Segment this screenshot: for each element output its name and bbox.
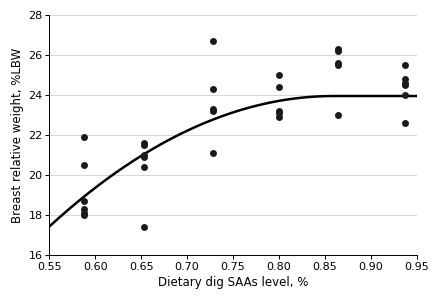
Point — [209, 151, 216, 155]
Point — [140, 164, 147, 169]
Point — [81, 163, 88, 167]
Point — [81, 206, 88, 211]
Point — [334, 112, 341, 117]
Point — [140, 152, 147, 157]
Y-axis label: Breast relative weight, %LBW: Breast relative weight, %LBW — [11, 47, 24, 223]
Point — [275, 115, 282, 119]
Point — [209, 109, 216, 113]
Point — [81, 210, 88, 215]
Point — [81, 199, 88, 203]
Point — [401, 93, 408, 98]
Point — [401, 81, 408, 85]
Point — [209, 39, 216, 44]
Point — [81, 134, 88, 139]
Point — [275, 73, 282, 77]
X-axis label: Dietary dig SAAs level, %: Dietary dig SAAs level, % — [158, 276, 308, 289]
Point — [140, 142, 147, 147]
Point — [401, 63, 408, 68]
Point — [275, 109, 282, 113]
Point — [209, 106, 216, 111]
Point — [401, 76, 408, 81]
Point — [275, 111, 282, 116]
Point — [401, 82, 408, 87]
Point — [209, 87, 216, 92]
Point — [140, 140, 147, 145]
Point — [334, 61, 341, 65]
Point — [140, 224, 147, 229]
Point — [401, 121, 408, 125]
Point — [140, 154, 147, 159]
Point — [275, 85, 282, 89]
Point — [81, 212, 88, 217]
Point — [334, 63, 341, 68]
Point — [334, 47, 341, 52]
Point — [334, 49, 341, 53]
